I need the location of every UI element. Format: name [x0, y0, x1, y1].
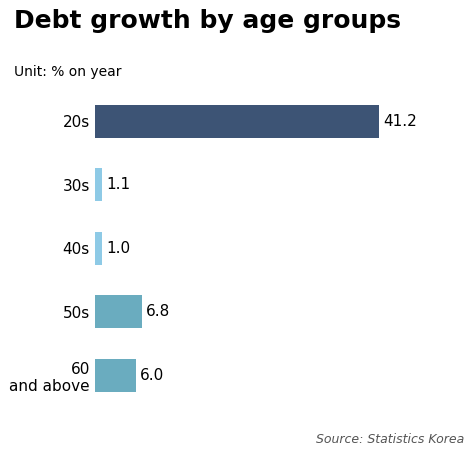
Bar — [95, 359, 136, 391]
Text: Unit: % on year: Unit: % on year — [14, 65, 122, 79]
Bar — [95, 168, 102, 201]
Text: 41.2: 41.2 — [383, 114, 417, 129]
Text: Source: Statistics Korea: Source: Statistics Korea — [316, 433, 465, 446]
Bar — [95, 295, 142, 328]
Text: 1.0: 1.0 — [106, 240, 130, 256]
Text: 1.1: 1.1 — [107, 177, 131, 192]
Bar — [95, 231, 102, 265]
Text: Debt growth by age groups: Debt growth by age groups — [14, 9, 401, 33]
Bar — [95, 105, 379, 138]
Text: 6.8: 6.8 — [146, 304, 170, 319]
Text: 6.0: 6.0 — [140, 368, 164, 382]
